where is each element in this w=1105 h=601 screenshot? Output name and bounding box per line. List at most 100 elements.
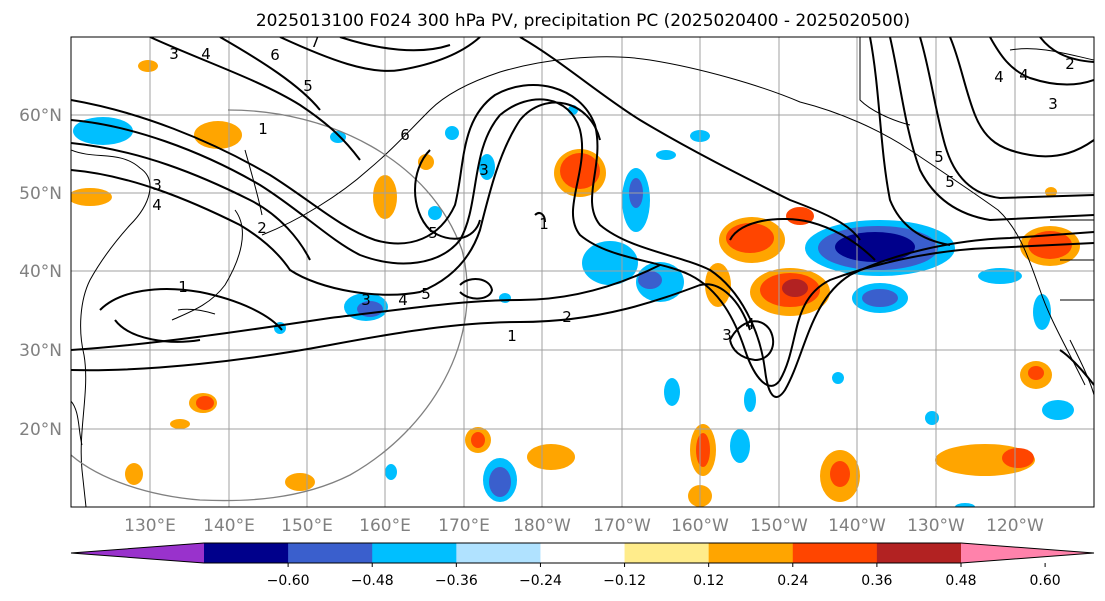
lon-label: 140°E xyxy=(203,516,255,536)
map-frame xyxy=(70,36,1095,508)
precip-positive-blob xyxy=(705,263,731,307)
colorbar-tick-label: −0.24 xyxy=(519,573,562,589)
precip-negative-blob xyxy=(955,503,975,507)
lon-label: 130°E xyxy=(124,516,176,536)
colorbar-tick-label: 0.36 xyxy=(861,573,892,589)
precip-positive-core xyxy=(696,433,710,467)
precip-negative-blob xyxy=(582,241,638,285)
pv-label: 2 xyxy=(562,308,572,326)
pv-contour-12 xyxy=(149,37,361,161)
precip-negative-blob xyxy=(978,268,1022,284)
precip-negative-blob xyxy=(73,117,133,145)
coast-yukon xyxy=(859,37,911,126)
lon-label: 140°W xyxy=(828,516,886,536)
coast-china xyxy=(71,400,83,446)
pv-contour-17 xyxy=(869,37,951,246)
pv-label: 6 xyxy=(400,126,410,144)
pv-contour-9 xyxy=(71,283,751,372)
graticule xyxy=(71,37,1094,507)
pv-contour-16 xyxy=(519,37,861,241)
colorbar-tick-label: −0.12 xyxy=(603,573,646,589)
map-background xyxy=(71,37,1094,507)
coast-baja xyxy=(1069,339,1094,396)
colorbar-tick-label: 0.60 xyxy=(1030,573,1061,589)
lon-label: 150°E xyxy=(281,516,333,536)
longitude-labels: 130°E 140°E 150°E 160°E 170°E 180°W 170°… xyxy=(124,516,1044,536)
pv-contours xyxy=(71,37,1094,398)
precip-negative-blob xyxy=(428,206,442,220)
precip-positive-blob xyxy=(170,419,190,429)
pv-contour-22 xyxy=(1039,37,1094,63)
precip-positive-blob xyxy=(418,154,434,170)
precip-positive-blob xyxy=(125,463,143,485)
precip-positive-peak xyxy=(782,279,808,297)
pv-label: 2 xyxy=(1065,55,1075,73)
colorbar: −0.60 −0.48 −0.36 −0.24 −0.12 0.12 0.24 … xyxy=(70,542,1095,589)
pv-label: 3 xyxy=(479,161,489,179)
lat-label: 60°N xyxy=(19,106,62,126)
pv-contour-11 xyxy=(729,320,775,362)
figure-title: 2025013100 F024 300 hPa PV, precipitatio… xyxy=(256,11,910,31)
pv-label: 3 xyxy=(152,176,162,194)
lon-label: 150°W xyxy=(750,516,808,536)
precip-negative-blob xyxy=(1042,400,1074,420)
precip-positive-blob xyxy=(1045,187,1057,197)
lon-label: 180°W xyxy=(513,516,571,536)
pv-label: 1 xyxy=(507,327,517,345)
precip-positive-blob xyxy=(71,188,112,206)
pv-contour-1 xyxy=(71,98,1094,387)
coast-sakhalin xyxy=(244,149,263,216)
pv-contour-18 xyxy=(889,37,1094,222)
lon-label: 160°W xyxy=(671,516,729,536)
precip-positive-blob xyxy=(194,121,242,149)
pv-label: 4 xyxy=(745,315,755,333)
precip-positive-core xyxy=(726,223,774,253)
colorbar-segment xyxy=(288,543,373,563)
precip-positive-core xyxy=(471,432,485,448)
pv-label: 4 xyxy=(398,291,408,309)
colorbar-tick-label: 0.48 xyxy=(945,573,976,589)
pv-contour-3 xyxy=(71,142,311,261)
precip-negative-blob xyxy=(499,293,511,303)
precip-positive-blob xyxy=(285,473,315,491)
pv-label: 2 xyxy=(257,219,267,237)
pv-label: 5 xyxy=(945,173,955,191)
precip-positive-core xyxy=(830,461,850,487)
precip-negative-blob xyxy=(1033,294,1051,330)
pv-label: 5 xyxy=(421,285,431,303)
precip-negative-blob xyxy=(832,372,844,384)
lat-label: 50°N xyxy=(19,184,62,204)
pv-label: 1 xyxy=(539,215,549,233)
precip-negative-blob xyxy=(664,378,680,406)
pv-contour-8 xyxy=(459,278,494,300)
coast-borders xyxy=(1050,219,1094,301)
precip-negative-blob xyxy=(385,464,397,480)
colorbar-segment xyxy=(372,543,457,563)
pv-label: 3 xyxy=(722,326,732,344)
colorbar-outline xyxy=(70,542,1095,564)
precip-negative-core xyxy=(489,467,511,497)
coast-asia-mainland xyxy=(71,149,151,507)
pv-contour-21 xyxy=(989,37,1094,86)
precip-positive-blob xyxy=(138,60,158,72)
colorbar-tick-label: −0.60 xyxy=(267,573,310,589)
colorbar-segments xyxy=(70,542,1095,564)
pv-label: 4 xyxy=(201,45,211,63)
precip-negative-blob xyxy=(730,429,750,463)
precip-positive-core xyxy=(1028,366,1044,380)
pv-label: 3 xyxy=(1048,95,1058,113)
precip-negative-blob xyxy=(656,150,676,160)
pv-contour-19 xyxy=(919,37,1094,200)
colorbar-segment xyxy=(792,543,878,563)
pv-contour-6 xyxy=(99,288,283,331)
pv-contour-5 xyxy=(414,149,481,240)
range-circle xyxy=(71,109,468,502)
precip-negative-core xyxy=(862,289,898,307)
latitude-labels: 60°N 50°N 40°N 30°N 20°N xyxy=(19,106,62,440)
colorbar-extend-high xyxy=(961,543,1094,563)
pv-label: 4 xyxy=(1019,66,1029,84)
pv-label: 3 xyxy=(361,291,371,309)
pv-contour-25 xyxy=(1059,349,1094,386)
colorbar-segment xyxy=(624,543,710,563)
